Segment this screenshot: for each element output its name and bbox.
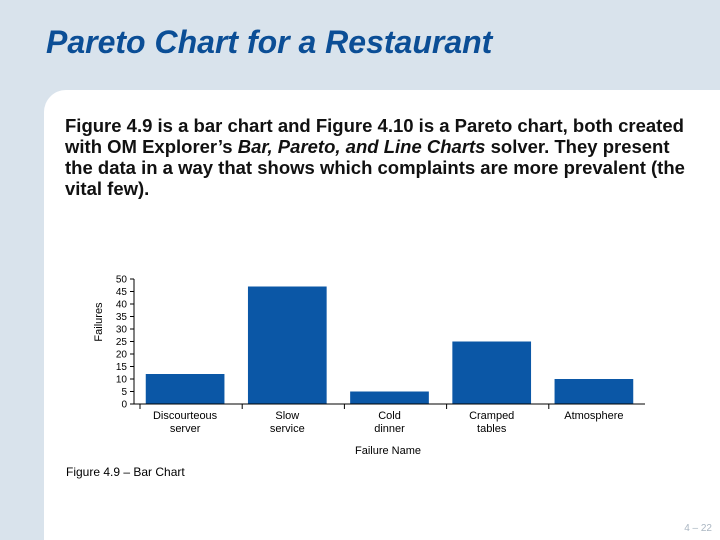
bar [247, 286, 327, 404]
solver-name: Bar, Pareto, and Line Charts [237, 135, 486, 157]
category-label: Cold dinner [374, 410, 405, 435]
y-tick-label: 30 [116, 325, 128, 336]
bar [452, 341, 532, 404]
body-text: Figure 4.9 is a bar chart and Figure 4.1… [65, 115, 695, 200]
y-tick-label: 45 [116, 287, 128, 298]
x-axis-label: Failure Name [355, 445, 421, 457]
x-axis-ticks [139, 404, 550, 409]
bar [554, 379, 634, 404]
figure-caption: Figure 4.9 – Bar Chart [66, 465, 185, 479]
y-tick-label: 20 [116, 350, 128, 361]
bars [145, 286, 634, 404]
y-tick-label: 5 [121, 387, 127, 398]
y-tick-label: 15 [116, 362, 128, 373]
body-text-start: Figure 4.9 is a bar chart and Figure 4.1… [65, 115, 684, 157]
category-label: Slow service [270, 410, 305, 435]
y-tick-label: 0 [121, 400, 127, 411]
y-tick-label: 25 [116, 337, 128, 348]
y-axis-label: Failures [93, 302, 105, 342]
y-tick-label: 35 [116, 312, 128, 323]
bar [350, 391, 429, 404]
page-number: 4 – 22 [684, 523, 712, 534]
y-tick-label: 40 [116, 300, 128, 311]
y-tick-label: 10 [116, 375, 128, 386]
category-label: Discourteous server [153, 410, 218, 435]
body-text-end: solver. They present the data in a way t… [65, 135, 685, 199]
category-label: Cramped tables [469, 410, 514, 435]
category-labels: Discourteous server Slow service Cold dinner C… [153, 410, 624, 435]
y-tick-label: 50 [116, 275, 128, 286]
content-panel [44, 90, 720, 540]
bar [145, 374, 225, 404]
slide-title: Pareto Chart for a Restaurant [46, 24, 493, 60]
category-label: Atmosphere [564, 410, 623, 422]
